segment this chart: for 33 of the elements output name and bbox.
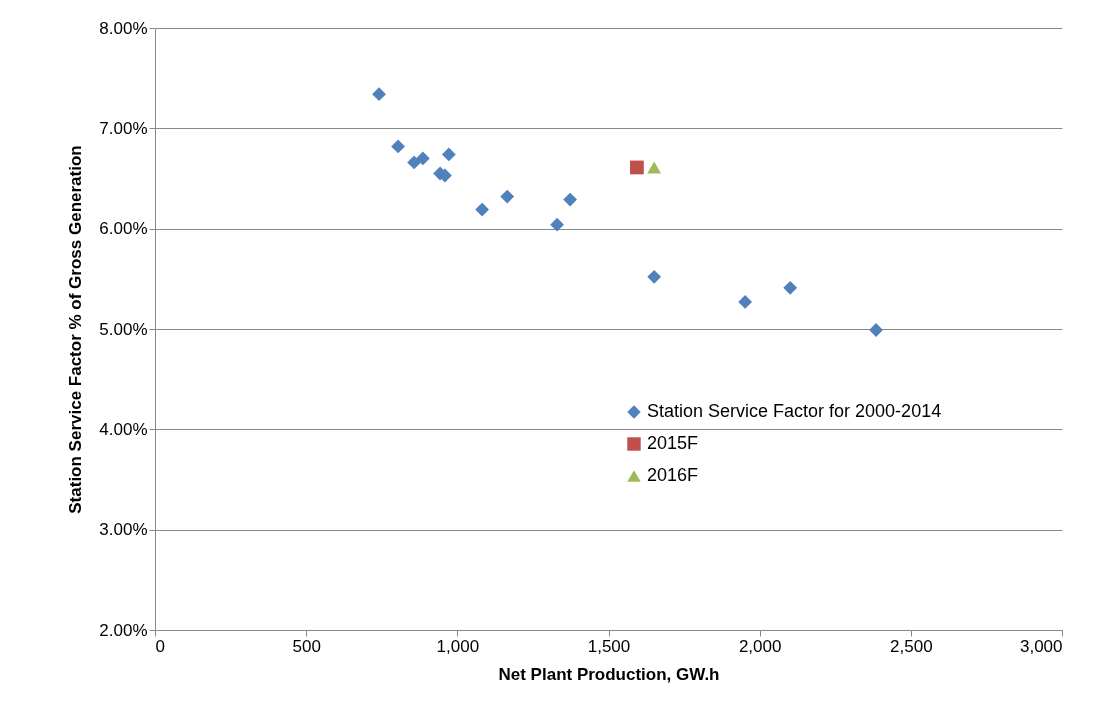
point [391,139,405,154]
x-tick-label: 1,000 [436,636,480,656]
point [415,151,430,166]
point [647,161,662,174]
point [500,189,515,204]
x-tick-label: 0 [155,636,165,656]
x-tick-label: 3,000 [1019,636,1063,656]
x-tick-label: 2,000 [738,636,782,656]
y-tick-label: 5.00% [99,319,148,339]
point [630,160,644,175]
y-tick-label: 6.00% [99,219,148,239]
x-tick-label: 2,500 [890,636,933,656]
point [647,269,662,284]
point [783,280,798,295]
legend-label: 2016F [647,465,699,485]
point [550,217,564,232]
x-axis-title: Net Plant Production, GW.h [498,664,720,684]
legend-label: 2015F [647,433,699,453]
y-tick-label: 4.00% [99,419,148,439]
y-tick-label: 2.00% [99,620,148,640]
point [738,295,753,309]
x-tick-label: 500 [292,636,321,656]
y-tick-label: 3.00% [99,520,148,540]
point [407,155,421,170]
y-tick-label: 7.00% [99,118,148,138]
x-tick-label: 1,500 [587,636,631,656]
point [441,147,456,162]
point [475,202,490,217]
y-axis-title: Station Service Factor % of Gross Generation [66,145,86,514]
y-tick-label: 8.00% [99,18,148,38]
legend-label: Station Service Factor for 2000-2014 [647,401,942,421]
point [372,87,386,102]
point [563,192,577,207]
